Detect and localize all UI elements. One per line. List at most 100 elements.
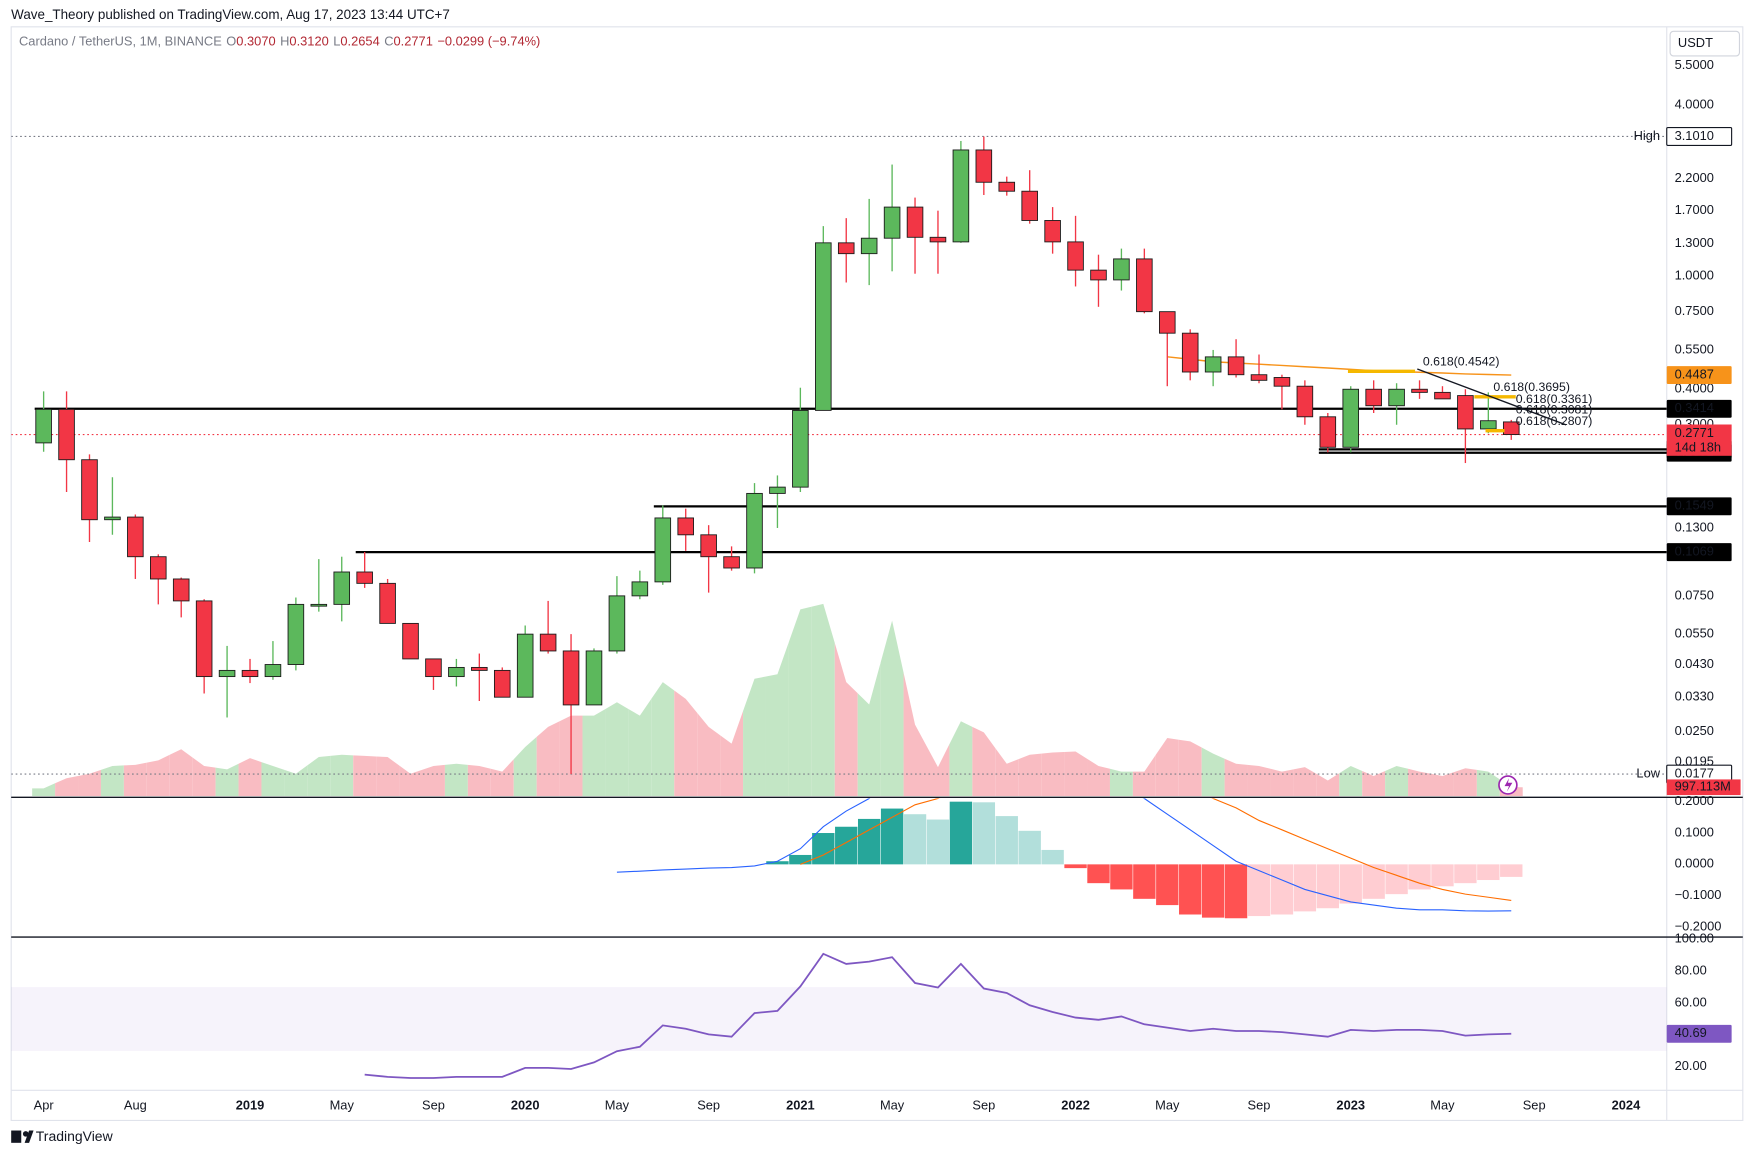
macd-histogram-bar [1064, 864, 1087, 869]
candle-body [150, 556, 167, 580]
low-value: 0.0177 [1675, 765, 1714, 780]
candle-body [654, 517, 672, 583]
macd-histogram-bar [1224, 864, 1248, 919]
volume-area [628, 698, 652, 797]
header: Wave_Theory published on TradingView.com… [11, 7, 450, 22]
macd-histogram-bar [812, 833, 835, 865]
x-tick-label: Sep [972, 1097, 995, 1112]
rsi-tick-label: 100.00 [1675, 931, 1714, 946]
candle-body [1388, 388, 1405, 407]
candle-body [1457, 395, 1474, 430]
candle-body [241, 669, 259, 678]
volume-area [78, 769, 101, 797]
candle-body [1090, 269, 1107, 281]
low-label: Low [1636, 765, 1660, 780]
x-tick-label: 2020 [511, 1097, 540, 1112]
candle-body [379, 582, 396, 624]
candle-body [562, 650, 580, 706]
volume-area [1087, 758, 1110, 797]
candle-body [516, 633, 534, 698]
legend: Cardano / TetherUS, 1M, BINANCE O0.3070 H0… [19, 34, 540, 49]
y-tick-label: 0.0250 [1675, 723, 1714, 738]
level-value-box [1666, 399, 1732, 418]
candle-body [1296, 385, 1314, 418]
y-tick-label: 0.4000 [1675, 381, 1714, 396]
frame [10, 26, 1744, 1122]
footer-logo [11, 1130, 34, 1143]
candle-body [1502, 421, 1520, 436]
volume-area [1064, 751, 1088, 797]
ema-value: 0.4487 [1675, 366, 1714, 381]
high-label: High [1634, 128, 1660, 143]
macd-pane [616, 798, 1523, 919]
volume-area [1201, 747, 1225, 797]
volume-area [788, 606, 812, 797]
candle-body [975, 149, 993, 183]
volume-area [238, 758, 262, 797]
y-tick-label: 0.0550 [1675, 626, 1714, 641]
volume-area [857, 662, 881, 797]
macd-histogram-bar [1362, 864, 1385, 899]
candle-body [1434, 391, 1451, 400]
volume-area [651, 682, 675, 797]
macd-histogram-bar [1500, 864, 1523, 877]
y-tick-label: 1.3000 [1675, 235, 1714, 250]
alert-icon-bolt [1504, 778, 1513, 792]
legend-value: −0.0299 (−9.74%) [437, 34, 540, 49]
candle-body [1227, 356, 1245, 376]
high-value: 3.1010 [1675, 128, 1714, 143]
volume-area [949, 721, 973, 797]
y-tick-label: 4.0000 [1675, 96, 1714, 111]
logo-part [22, 1131, 29, 1137]
x-tick-label: Sep [1248, 1097, 1271, 1112]
candle-body [493, 669, 511, 698]
macd-tick-label: −0.1000 [1675, 887, 1722, 902]
volume-area [399, 765, 423, 797]
legend-value: 0.3070 [236, 34, 275, 49]
volume-area [1041, 752, 1065, 797]
candle-body [1113, 258, 1130, 281]
candle-body [1365, 388, 1382, 407]
price-value: 0.2771 [1675, 425, 1714, 440]
macd-histogram-bar [1201, 864, 1225, 918]
volume-area [903, 672, 927, 797]
candle-body [631, 581, 649, 597]
axes: 5.5000 4.0000 2.2000 1.7000 1.3000 1.0000 0.75… [34, 57, 1741, 1112]
currency-button[interactable] [1669, 30, 1741, 57]
volume-area [1362, 771, 1386, 797]
volume-area [100, 765, 124, 797]
volume-area [1018, 753, 1042, 797]
volume-area [1247, 764, 1271, 797]
legend-value: 0.2771 [394, 34, 433, 49]
candle-body [700, 534, 717, 558]
rsi-value-box [1666, 1024, 1732, 1043]
footer: TradingView [36, 1128, 114, 1144]
candle-body [860, 237, 878, 255]
candle-body [127, 516, 144, 558]
volume-area [284, 765, 308, 797]
rsi-band [11, 987, 1667, 1051]
volume-area [1132, 754, 1156, 797]
candle-body [1411, 388, 1428, 393]
candle-body [425, 658, 442, 678]
macd-histogram-bar [1133, 864, 1156, 899]
macd-histogram-bar [1477, 864, 1500, 881]
currency-label[interactable]: USDT [1678, 35, 1713, 50]
high-value-box [1666, 126, 1733, 146]
macd-histogram-bar [1247, 864, 1271, 917]
x-tick-label: Sep [1523, 1097, 1546, 1112]
candle-body [792, 409, 809, 488]
macd-histogram-bar [1156, 864, 1179, 906]
candle-body [1159, 311, 1176, 334]
x-tick-label: May [1430, 1097, 1455, 1112]
candle-body [1250, 374, 1268, 381]
volume-area [123, 762, 147, 797]
x-tick-label: 2023 [1336, 1097, 1365, 1112]
volume-area [32, 783, 56, 797]
x-tick-label: Sep [422, 1097, 445, 1112]
macd-histogram-bar [1087, 864, 1110, 884]
volume-value: 997.113M [1675, 779, 1731, 794]
candle-body [1204, 356, 1222, 373]
rsi-tick-label: 80.00 [1675, 963, 1707, 978]
